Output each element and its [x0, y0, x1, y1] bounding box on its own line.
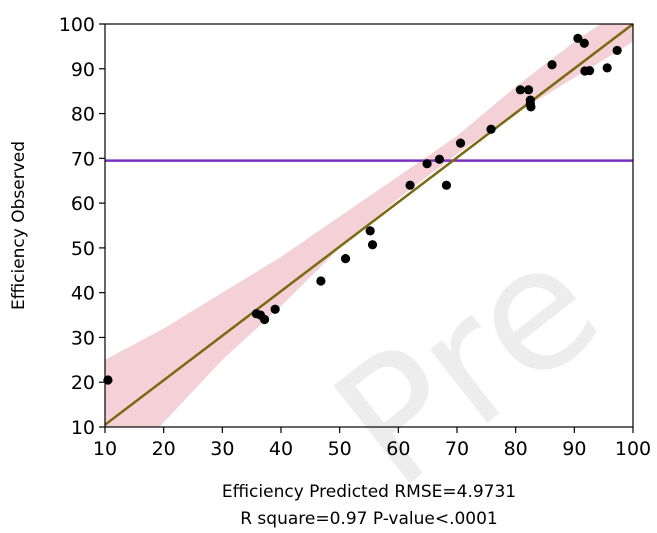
y-axis: 10 20 30 40 50 60 70 80 90 100 [59, 14, 105, 439]
x-tick-label: 60 [386, 438, 410, 460]
data-point [526, 102, 536, 112]
data-point [547, 60, 557, 70]
y-tick-label: 90 [71, 59, 95, 81]
data-point [340, 254, 351, 264]
x-tick-label: 10 [93, 438, 117, 460]
confidence-band [105, 24, 633, 427]
x-tick-label: 70 [445, 438, 469, 460]
data-point [602, 63, 612, 73]
x-tick-label: 100 [615, 438, 651, 460]
data-point [612, 45, 622, 56]
plot-frame [104, 23, 634, 428]
x-tick-label: 90 [562, 438, 586, 460]
data-point [486, 124, 496, 134]
y-axis-title: Efficiency Observed [9, 141, 29, 310]
y-tick-label: 40 [71, 283, 95, 305]
x-tick-label: 50 [328, 438, 352, 460]
data-point [367, 240, 378, 250]
y-tick-label: 50 [71, 238, 95, 260]
data-point [316, 276, 326, 286]
data-point [103, 375, 113, 385]
y-tick-label: 70 [71, 148, 95, 170]
points-layer [103, 33, 622, 385]
x-tick-label: 40 [269, 438, 293, 460]
x-tick-label: 30 [210, 438, 234, 460]
data-point [579, 38, 589, 48]
data-point [455, 138, 466, 148]
x-tick-label: 80 [504, 438, 528, 460]
fit-line [105, 24, 633, 426]
data-point [365, 226, 375, 236]
y-tick-label: 80 [71, 104, 95, 126]
x-axis-title: Efficiency Predicted RMSE=4.9731 [222, 482, 516, 502]
data-point [270, 304, 280, 314]
data-point [573, 33, 583, 43]
y-tick-label: 10 [71, 417, 95, 439]
x-axis: 10 20 30 40 50 60 70 80 90 100 [93, 427, 651, 460]
fit-line-layer [105, 24, 633, 426]
data-point [434, 154, 444, 164]
y-tick-label: 60 [71, 193, 95, 215]
data-point [422, 159, 432, 169]
data-point [259, 314, 270, 325]
data-point [405, 180, 415, 190]
watermark: Pre [300, 203, 635, 525]
y-tick-label: 20 [71, 372, 95, 394]
x-axis-subtitle: R square=0.97 P-value<.0001 [240, 509, 498, 529]
y-tick-label: 100 [59, 14, 95, 36]
x-tick-label: 20 [152, 438, 176, 460]
data-point [441, 180, 452, 190]
data-point [515, 85, 525, 95]
confidence-band-layer [105, 24, 633, 427]
y-tick-label: 30 [71, 327, 95, 349]
data-point [584, 65, 595, 76]
data-point [523, 85, 534, 95]
